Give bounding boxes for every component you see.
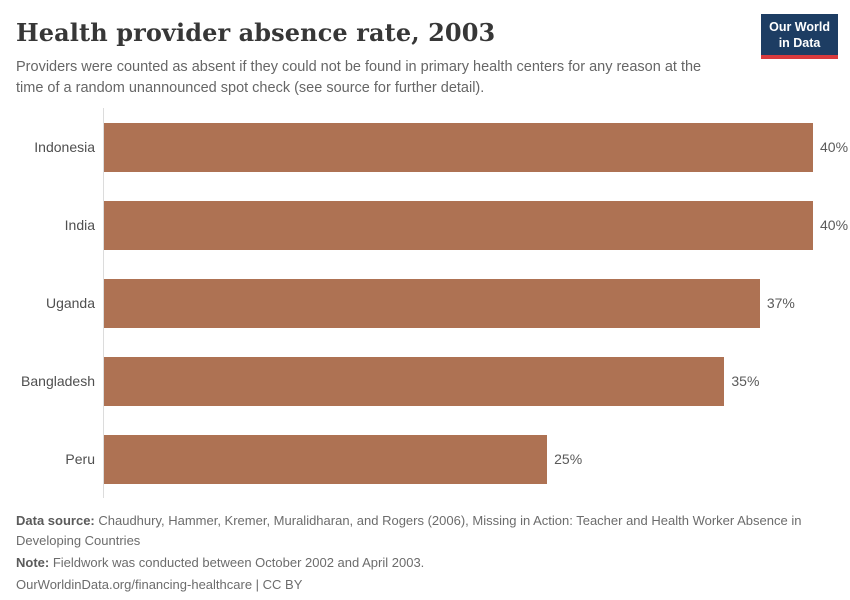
category-label: Indonesia bbox=[34, 139, 95, 155]
value-label: 25% bbox=[554, 451, 583, 467]
owid-url-link[interactable]: OurWorldinData.org/financing-healthcare bbox=[16, 577, 253, 592]
data-source-label: Data source: bbox=[16, 513, 95, 528]
category-label: Bangladesh bbox=[21, 373, 95, 389]
chart-subtitle: Providers were counted as absent if they… bbox=[16, 59, 702, 96]
note-text: Fieldwork was conducted between October … bbox=[49, 555, 425, 570]
license-separator: | bbox=[252, 577, 263, 592]
bar[interactable] bbox=[104, 200, 813, 250]
chart-row: India 40% bbox=[16, 186, 848, 264]
bar[interactable] bbox=[104, 434, 548, 484]
bar-chart: Indonesia 40% India 40% Uganda 37% Bangl… bbox=[16, 108, 848, 498]
note-line: Note: Fieldwork was conducted between Oc… bbox=[16, 553, 806, 573]
bar[interactable] bbox=[104, 278, 760, 328]
category-label: Uganda bbox=[45, 295, 95, 311]
value-label: 40% bbox=[820, 217, 849, 233]
owid-logo-line2: in Data bbox=[778, 36, 821, 50]
value-label: 37% bbox=[766, 295, 795, 311]
chart-row: Indonesia 40% bbox=[16, 108, 848, 186]
owid-logo-line1: Our World bbox=[769, 20, 830, 34]
bar[interactable] bbox=[104, 356, 725, 406]
category-label: Peru bbox=[65, 451, 95, 467]
note-label: Note: bbox=[16, 555, 50, 570]
value-label: 40% bbox=[820, 139, 849, 155]
license-line: OurWorldinData.org/financing-healthcare … bbox=[16, 575, 806, 595]
bar-track: 40% bbox=[103, 186, 848, 264]
chart-row: Peru 25% bbox=[16, 420, 834, 498]
data-source-text: Chaudhury, Hammer, Kremer, Muralidharan,… bbox=[16, 513, 802, 548]
data-source-line: Data source: Chaudhury, Hammer, Kremer, … bbox=[16, 511, 806, 551]
bar-track: 40% bbox=[103, 108, 848, 186]
chart-row: Bangladesh 35% bbox=[16, 342, 834, 420]
chart-header: Health provider absence rate, 2003 Provi… bbox=[16, 14, 838, 99]
category-label: India bbox=[64, 217, 95, 233]
chart-row: Uganda 37% bbox=[16, 264, 834, 342]
bar[interactable] bbox=[104, 122, 813, 172]
owid-logo[interactable]: Our World in Data bbox=[761, 14, 838, 59]
value-label: 35% bbox=[731, 373, 760, 389]
license-text: CC BY bbox=[262, 577, 303, 592]
chart-footer: Data source: Chaudhury, Hammer, Kremer, … bbox=[16, 511, 834, 595]
bar-track: 37% bbox=[103, 264, 834, 342]
bar-track: 25% bbox=[103, 420, 834, 498]
bar-track: 35% bbox=[103, 342, 834, 420]
page-title: Health provider absence rate, 2003 bbox=[16, 18, 496, 47]
